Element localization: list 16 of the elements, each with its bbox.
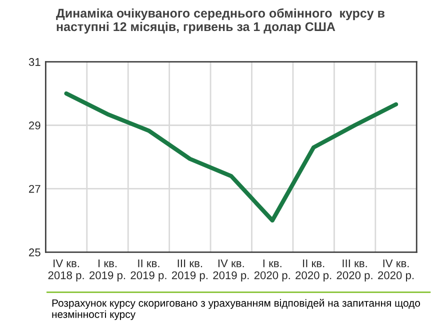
chart-title: Динаміка очікуваного середнього обмінного курсу в наступні 12 місяців, гривень за 1 долар США xyxy=(56,8,384,34)
line-series xyxy=(64,91,398,223)
x-tick-label: II кв. 2019 р. xyxy=(130,260,166,282)
x-tick-label: IV кв. 2019 р. xyxy=(213,260,249,282)
y-tick-label: 29 xyxy=(29,122,40,130)
x-tick-label: I кв. 2020 р. xyxy=(254,260,290,282)
x-tick-label: IV кв. 2018 р. xyxy=(48,260,84,282)
x-tick-label: IV кв. 2020 р. xyxy=(378,260,414,282)
text: Розрахунок курсу скориговано з урахуванням відповідей на запитання щодо незмінності курсу xyxy=(52,298,420,320)
y-tick-label: 27 xyxy=(29,184,40,193)
x-tick-label: I кв. 2019 р. xyxy=(90,260,126,282)
y-tick-label: 25 xyxy=(29,248,40,256)
y-tick-label: 31 xyxy=(28,58,40,66)
x-tick-label: III кв. 2020 р. xyxy=(336,260,372,282)
x-tick-label: III кв. 2019 р. xyxy=(172,260,208,282)
x-tick-label: II кв. 2020 р. xyxy=(296,260,332,282)
